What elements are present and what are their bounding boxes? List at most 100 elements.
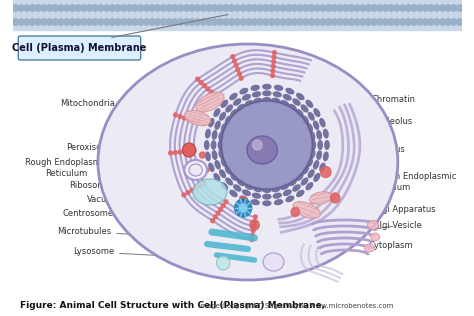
- Ellipse shape: [220, 100, 228, 108]
- Text: Chromatin: Chromatin: [319, 95, 415, 110]
- Ellipse shape: [319, 118, 326, 127]
- Text: Peroxisome: Peroxisome: [66, 143, 180, 153]
- Circle shape: [182, 193, 186, 197]
- Ellipse shape: [283, 189, 292, 196]
- Circle shape: [173, 151, 177, 155]
- Circle shape: [217, 256, 230, 270]
- Circle shape: [451, 5, 457, 11]
- Circle shape: [188, 149, 191, 153]
- Ellipse shape: [245, 183, 254, 190]
- Ellipse shape: [288, 179, 297, 186]
- Ellipse shape: [252, 91, 261, 97]
- Circle shape: [331, 19, 337, 25]
- Ellipse shape: [296, 173, 304, 181]
- Circle shape: [235, 19, 240, 25]
- Text: Centrosome: Centrosome: [63, 210, 232, 218]
- Circle shape: [224, 200, 228, 204]
- Ellipse shape: [274, 199, 283, 205]
- Circle shape: [417, 19, 423, 25]
- Circle shape: [269, 19, 274, 25]
- Circle shape: [292, 19, 297, 25]
- Bar: [12, 0, 462, 30]
- Ellipse shape: [262, 90, 272, 96]
- Circle shape: [314, 19, 320, 25]
- Ellipse shape: [310, 140, 316, 150]
- Circle shape: [337, 5, 343, 11]
- Circle shape: [377, 19, 383, 25]
- Circle shape: [195, 162, 200, 167]
- Ellipse shape: [370, 233, 380, 241]
- Ellipse shape: [237, 104, 246, 111]
- Ellipse shape: [367, 221, 379, 229]
- Circle shape: [394, 19, 400, 25]
- Circle shape: [254, 215, 257, 219]
- Circle shape: [86, 5, 92, 11]
- Circle shape: [199, 81, 203, 84]
- Ellipse shape: [250, 199, 260, 205]
- Text: Smooth Endoplasmic
Reticulum: Smooth Endoplasmic Reticulum: [355, 172, 457, 192]
- Ellipse shape: [296, 109, 304, 117]
- Circle shape: [309, 5, 315, 11]
- Circle shape: [191, 119, 195, 123]
- Circle shape: [365, 19, 372, 25]
- Text: Microtubules: Microtubules: [57, 228, 211, 238]
- Circle shape: [231, 55, 235, 59]
- Circle shape: [81, 5, 87, 11]
- Ellipse shape: [263, 253, 284, 271]
- Ellipse shape: [273, 192, 282, 199]
- Ellipse shape: [313, 160, 319, 169]
- Circle shape: [103, 19, 109, 25]
- Circle shape: [273, 51, 276, 55]
- Circle shape: [269, 5, 274, 11]
- Ellipse shape: [212, 150, 218, 160]
- Circle shape: [200, 152, 205, 158]
- Circle shape: [178, 114, 182, 118]
- Ellipse shape: [220, 182, 228, 190]
- Circle shape: [210, 90, 213, 94]
- Ellipse shape: [310, 192, 332, 204]
- Circle shape: [18, 5, 24, 11]
- Circle shape: [272, 60, 275, 64]
- Circle shape: [257, 19, 263, 25]
- Circle shape: [286, 19, 292, 25]
- Circle shape: [411, 19, 417, 25]
- Circle shape: [371, 19, 377, 25]
- Circle shape: [456, 5, 463, 11]
- Circle shape: [383, 5, 389, 11]
- Ellipse shape: [239, 196, 248, 202]
- Circle shape: [280, 19, 286, 25]
- Ellipse shape: [313, 120, 319, 130]
- Ellipse shape: [221, 157, 227, 167]
- Circle shape: [251, 233, 255, 237]
- Circle shape: [252, 224, 256, 228]
- Circle shape: [69, 5, 75, 11]
- Circle shape: [240, 5, 246, 11]
- Circle shape: [120, 5, 127, 11]
- Ellipse shape: [274, 85, 283, 91]
- Circle shape: [439, 19, 446, 25]
- Circle shape: [286, 5, 292, 11]
- Ellipse shape: [262, 97, 272, 103]
- Circle shape: [183, 5, 189, 11]
- Circle shape: [320, 5, 326, 11]
- Circle shape: [46, 19, 53, 25]
- Circle shape: [428, 19, 434, 25]
- Ellipse shape: [307, 123, 313, 132]
- Ellipse shape: [252, 192, 261, 199]
- Circle shape: [103, 5, 109, 11]
- Ellipse shape: [189, 164, 202, 176]
- Circle shape: [132, 5, 138, 11]
- Circle shape: [189, 19, 195, 25]
- Ellipse shape: [310, 149, 315, 159]
- Circle shape: [405, 5, 411, 11]
- Ellipse shape: [308, 112, 315, 121]
- Circle shape: [309, 19, 315, 25]
- Ellipse shape: [305, 182, 313, 190]
- Ellipse shape: [218, 140, 223, 150]
- Circle shape: [64, 5, 70, 11]
- Circle shape: [237, 72, 241, 76]
- Circle shape: [422, 5, 428, 11]
- Circle shape: [235, 199, 252, 217]
- Circle shape: [187, 118, 191, 121]
- Circle shape: [172, 5, 178, 11]
